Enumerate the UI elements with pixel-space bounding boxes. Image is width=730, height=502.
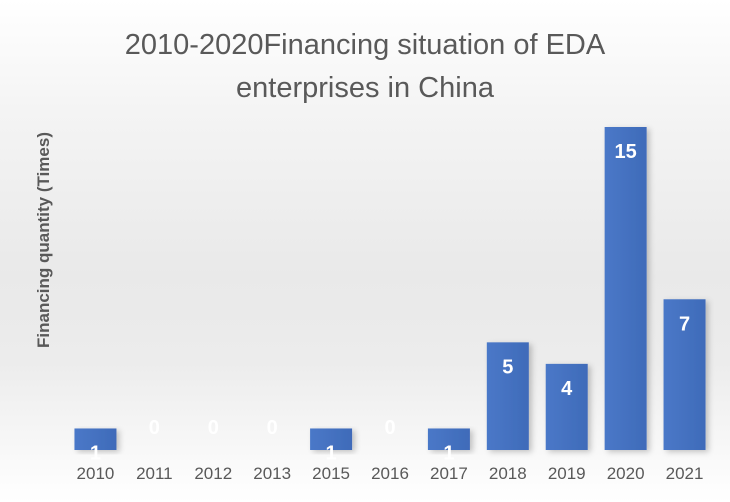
x-tick-label-2015: 2015	[312, 464, 350, 483]
data-label-2021: 7	[679, 313, 690, 335]
bar-2010	[74, 428, 117, 450]
data-label-2020: 15	[615, 141, 637, 163]
x-tick-label-2018: 2018	[489, 464, 527, 483]
x-tick-label-2016: 2016	[371, 464, 409, 483]
x-tick-label-2017: 2017	[430, 464, 468, 483]
x-tick-label-2010: 2010	[77, 464, 115, 483]
bar-2017	[427, 428, 470, 450]
data-label-2010: 1	[90, 442, 101, 464]
data-label-2018: 5	[502, 356, 513, 378]
x-tick-label-2013: 2013	[253, 464, 291, 483]
x-tick-label-2019: 2019	[548, 464, 586, 483]
data-label-2015: 1	[326, 442, 337, 464]
data-label-2019: 4	[561, 378, 573, 400]
data-label-2011: 0	[149, 417, 160, 439]
chart-title: 2010-2020Financing situation of EDA ente…	[124, 29, 606, 104]
data-label-2017: 1	[443, 442, 454, 464]
bar-2015	[310, 428, 353, 450]
x-tick-label-2021: 2021	[666, 464, 704, 483]
bar-2019	[545, 363, 588, 450]
x-tick-label-2012: 2012	[194, 464, 232, 483]
bar-2021	[663, 299, 706, 450]
x-tick-label-2020: 2020	[607, 464, 645, 483]
x-tick-label-2011: 2011	[136, 464, 173, 483]
bar-2020	[604, 127, 647, 450]
data-label-2016: 0	[384, 417, 395, 439]
data-label-2012: 0	[208, 417, 219, 439]
data-label-2013: 0	[267, 417, 278, 439]
bar-2018	[486, 342, 529, 450]
